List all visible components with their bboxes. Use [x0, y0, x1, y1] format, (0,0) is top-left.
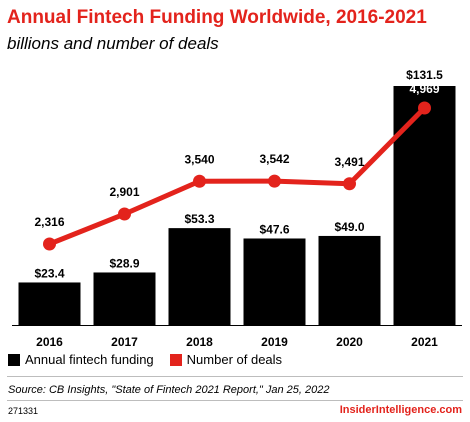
bar — [93, 272, 156, 325]
legend-label-funding: Annual fintech funding — [25, 352, 154, 367]
series-line-deals — [47, 105, 427, 247]
x-tick-label: 2019 — [261, 335, 288, 349]
bar — [318, 235, 381, 325]
x-tick-label: 2018 — [186, 335, 213, 349]
bar — [18, 282, 81, 325]
bar-value-label: $23.4 — [34, 266, 64, 280]
legend-item-funding: Annual fintech funding — [8, 352, 154, 367]
brand-logo-text: InsiderIntelligence.com — [339, 404, 462, 416]
chart-subtitle: billions and number of deals — [7, 34, 219, 53]
legend-item-deals: Number of deals — [169, 352, 283, 367]
line-value-label: 3,491 — [334, 155, 364, 169]
line-value-label: 3,542 — [259, 152, 289, 166]
line-point — [343, 177, 356, 191]
bar-value-label: $53.3 — [184, 212, 214, 226]
x-tick-label: 2020 — [336, 335, 363, 349]
divider — [7, 400, 463, 401]
line-point — [118, 207, 131, 221]
source-note: Source: CB Insights, "State of Fintech 2… — [8, 384, 330, 396]
x-tick-label: 2017 — [111, 335, 138, 349]
bar — [393, 86, 456, 325]
chart-title: Annual Fintech Funding Worldwide, 2016-2… — [7, 7, 427, 28]
line-value-label: 3,540 — [184, 152, 214, 166]
line-point — [418, 101, 431, 115]
x-tick-label: 2021 — [411, 335, 438, 349]
bar-value-label: $131.5 — [406, 68, 443, 82]
bar-value-label: $49.0 — [334, 220, 364, 234]
divider — [7, 376, 463, 377]
line-value-label: 4,969 — [409, 82, 439, 96]
legend-swatch-funding — [8, 353, 20, 366]
line-point — [268, 174, 281, 188]
bar — [243, 238, 306, 325]
line-value-label: 2,316 — [34, 215, 64, 229]
bar-value-label: $28.9 — [109, 256, 139, 270]
legend-label-deals: Number of deals — [186, 352, 283, 367]
chart-id: 271331 — [8, 406, 39, 416]
legend-swatch-deals — [169, 353, 182, 366]
legend: Annual fintech funding Number of deals — [8, 352, 298, 367]
line-point — [43, 237, 56, 251]
bar-value-label: $47.6 — [259, 222, 289, 236]
chart-area: $23.4 $28.9 $53.3 $47.6 $49.0 $131.5 2,316 2,90… — [12, 68, 462, 349]
line-value-label: 2,901 — [109, 185, 139, 199]
bar — [168, 228, 231, 325]
line-point — [193, 174, 206, 188]
x-tick-label: 2016 — [36, 335, 63, 349]
